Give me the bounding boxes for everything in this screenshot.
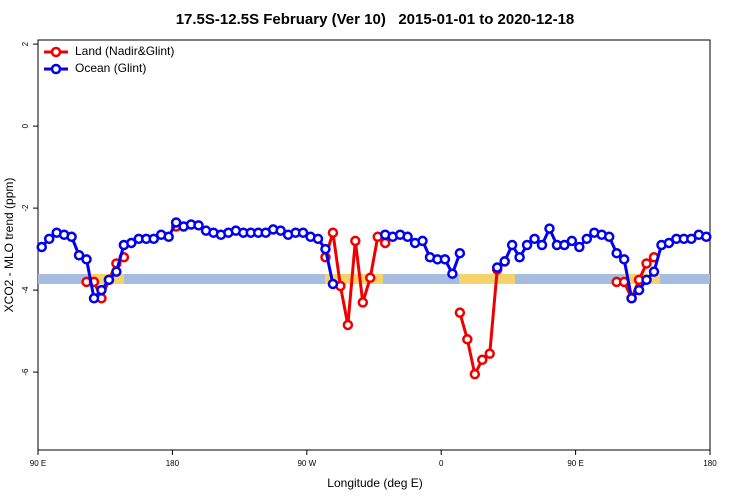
- data-point: [454, 307, 466, 318]
- legend-marker: [50, 63, 62, 75]
- data-point: [111, 266, 122, 277]
- strip-land: [325, 274, 383, 284]
- data-point: [506, 239, 518, 251]
- data-point: [43, 233, 55, 245]
- data-point: [491, 262, 503, 273]
- data-point: [417, 235, 428, 247]
- data-point: [73, 250, 85, 261]
- data-point: [469, 368, 481, 380]
- data-point: [275, 225, 286, 236]
- data-point: [365, 272, 376, 284]
- data-point: [521, 239, 533, 251]
- data-point: [379, 237, 391, 249]
- data-point: [499, 256, 510, 267]
- data-point: [544, 223, 555, 234]
- y-tick-label: -4: [21, 286, 30, 294]
- plot-frame: [37, 39, 711, 451]
- data-point: [663, 237, 675, 249]
- strip-land: [459, 274, 515, 284]
- data-point: [626, 293, 637, 304]
- data-point: [477, 354, 488, 366]
- data-point: [529, 233, 540, 245]
- x-tick-label: 90 E: [30, 459, 46, 468]
- data-point: [447, 268, 458, 279]
- data-point: [462, 334, 473, 345]
- data-point: [559, 239, 570, 251]
- data-point: [193, 220, 204, 231]
- data-point: [686, 233, 697, 245]
- y-tick-label: 2: [21, 41, 30, 46]
- data-point: [633, 284, 645, 296]
- data-point: [36, 241, 47, 253]
- data-point: [439, 254, 451, 265]
- data-point: [357, 297, 369, 308]
- x-tick-label: 180: [166, 459, 180, 468]
- data-point: [103, 274, 115, 286]
- data-point: [297, 227, 309, 238]
- data-point: [170, 217, 182, 228]
- x-axis-label: Longitude (deg E): [327, 476, 422, 490]
- data-point: [88, 293, 100, 304]
- data-point: [566, 235, 578, 247]
- legend-label: Ocean (Glint): [75, 61, 146, 75]
- y-tick-label: -2: [21, 204, 30, 212]
- y-tick-label: 0: [21, 123, 30, 128]
- data-point: [148, 233, 159, 245]
- data-point: [163, 231, 174, 243]
- data-point: [96, 284, 107, 296]
- legend-marker: [50, 46, 62, 58]
- data-point: [454, 247, 466, 259]
- data-point: [327, 278, 339, 290]
- data-point: [648, 266, 660, 277]
- data-point: [701, 231, 712, 243]
- y-axis-label: XCO2 - MLO trend (ppm): [2, 178, 16, 313]
- data-point: [402, 231, 413, 243]
- data-point: [81, 254, 92, 265]
- x-tick-label: 90 W: [297, 459, 316, 468]
- data-point: [320, 243, 331, 255]
- x-tick-label: 180: [703, 459, 717, 468]
- data-point: [536, 239, 548, 251]
- data-point: [126, 237, 137, 249]
- chart-title: 17.5S-12.5S February (Ver 10) 2015-01-01…: [176, 11, 575, 28]
- data-point: [514, 252, 525, 263]
- data-point: [66, 231, 77, 243]
- data-point: [641, 258, 652, 269]
- data-point: [342, 319, 354, 331]
- legend-label: Land (Nadir&Glint): [75, 44, 174, 58]
- data-point: [603, 231, 615, 243]
- data-point: [327, 227, 339, 238]
- data-point: [574, 241, 585, 253]
- x-tick-label: 90 E: [567, 459, 583, 468]
- data-point: [350, 235, 361, 247]
- y-tick-label: -6: [21, 368, 30, 376]
- data-point: [611, 247, 622, 259]
- data-point: [312, 233, 324, 245]
- data-point: [641, 274, 652, 286]
- data-point: [484, 348, 495, 359]
- data-point: [581, 233, 593, 245]
- data-point: [618, 254, 630, 265]
- x-tick-label: 0: [439, 459, 444, 468]
